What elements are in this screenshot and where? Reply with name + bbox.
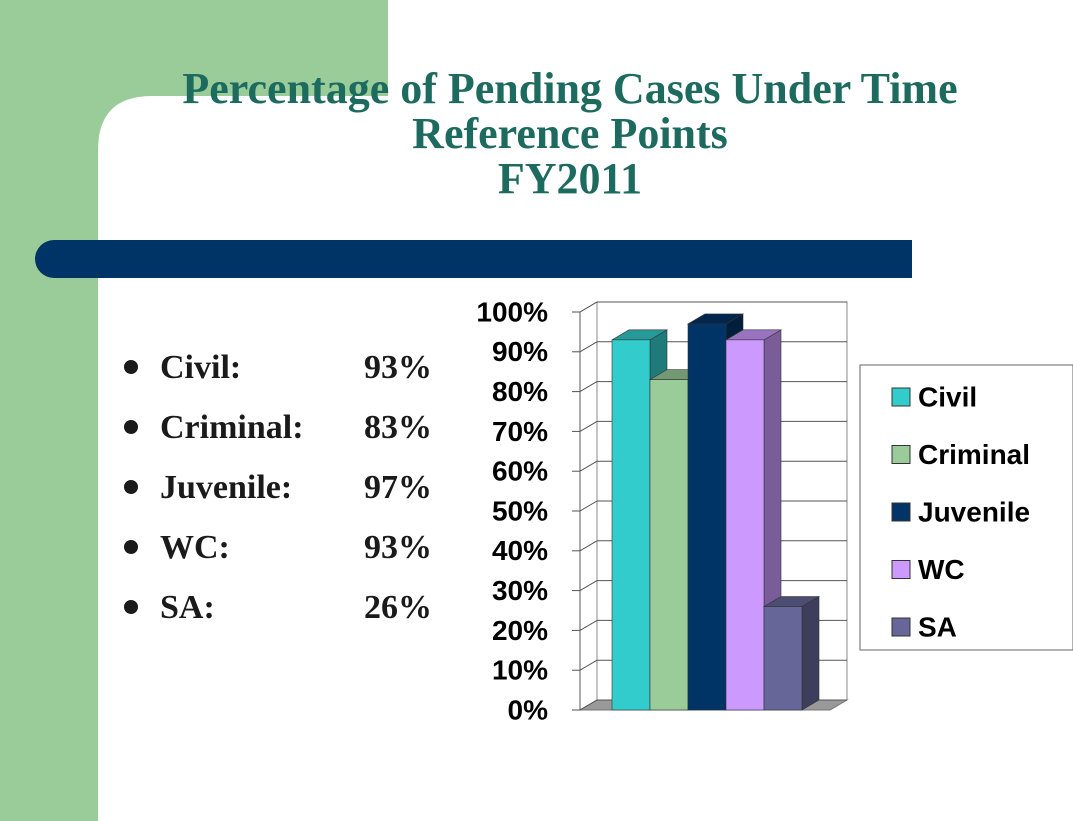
divider-bar — [35, 240, 912, 278]
green-band — [0, 0, 98, 821]
y-tick-label: 40% — [492, 535, 548, 566]
bar — [725, 339, 765, 711]
bar — [687, 323, 727, 711]
bullet-value: 93% — [364, 529, 432, 566]
bar — [649, 379, 689, 711]
legend-swatch — [891, 560, 911, 579]
grid-line-side — [579, 381, 598, 393]
legend-swatch — [891, 502, 911, 522]
bullet-list: Civil: 93% Criminal: 83% Juvenile: 97% WC: 93% S… — [124, 349, 432, 626]
legend-label: Juvenile — [918, 496, 1030, 527]
legend-swatch — [891, 445, 911, 464]
bullet-dot — [124, 540, 138, 554]
grid-line-side — [579, 659, 598, 671]
y-tick-label: 90% — [492, 336, 548, 367]
y-tick-label: 80% — [492, 376, 548, 407]
legend-label: Criminal — [918, 439, 1030, 470]
y-tick-label: 20% — [492, 615, 548, 646]
bullet-value: 83% — [364, 409, 432, 446]
bullet-label: Criminal: — [160, 409, 304, 446]
grid-line-side — [579, 699, 598, 711]
y-tick-label: 10% — [492, 655, 548, 686]
y-tick-label: 70% — [492, 416, 548, 447]
grid-line-side — [579, 500, 598, 512]
bullet-dot — [124, 600, 138, 614]
grid-line-side — [579, 420, 598, 432]
bullet-dot — [124, 360, 138, 374]
y-tick-label: 100% — [476, 296, 548, 327]
grid-line-side — [579, 460, 598, 472]
legend-label: WC — [918, 554, 965, 585]
legend-label: Civil — [918, 381, 977, 412]
bullet-value: 26% — [364, 589, 432, 626]
grid-line-side — [579, 301, 598, 313]
legend-swatch — [891, 387, 911, 407]
grid-line-side — [579, 341, 598, 353]
bar — [611, 339, 651, 711]
grid-line-side — [579, 619, 598, 631]
bullet-value: 97% — [364, 469, 432, 506]
y-tick-label: 30% — [492, 575, 548, 606]
bullet-label: SA: — [160, 589, 215, 626]
y-tick-label: 0% — [508, 694, 549, 725]
bullet-label: Civil: — [160, 349, 241, 386]
bar-side — [801, 595, 820, 711]
grid-line-side — [579, 580, 598, 592]
chart: 0% 10% 20% 30% 40% 50% 60% 70% 80% 90% 100% Civil Cr… — [476, 296, 1073, 725]
bullet-label: WC: — [160, 529, 230, 566]
y-tick-label: 50% — [492, 495, 548, 526]
title-line: FY2011 — [498, 154, 642, 203]
bullet-label: Juvenile: — [160, 469, 292, 506]
legend-label: SA — [918, 611, 957, 642]
grid-line-side — [579, 540, 598, 552]
bar — [763, 606, 803, 711]
bullet-value: 93% — [364, 349, 432, 386]
bullet-dot — [124, 420, 138, 434]
bullet-dot — [124, 480, 138, 494]
title: Percentage of Pending Cases Under TimeRe… — [182, 64, 957, 203]
y-tick-label: 60% — [492, 456, 548, 487]
title-line: Reference Points — [412, 109, 728, 158]
legend-swatch — [891, 617, 911, 637]
title-line: Percentage of Pending Cases Under Time — [182, 64, 957, 113]
